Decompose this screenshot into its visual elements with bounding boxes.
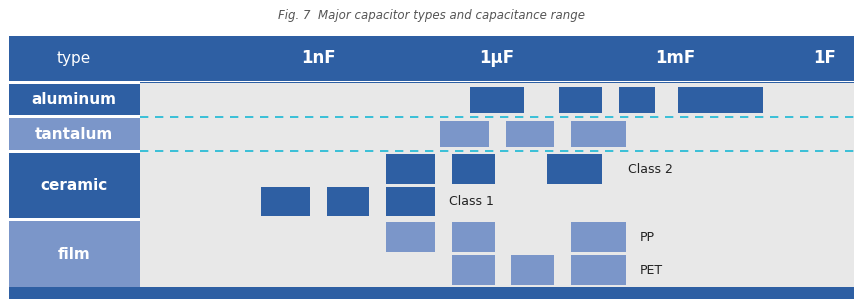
Bar [9,36,854,81]
Bar [9,150,140,153]
Text: PP: PP [640,231,655,244]
Text: tantalum: tantalum [35,126,113,142]
Bar [619,87,655,113]
Text: Class 1: Class 1 [450,196,494,208]
Bar [9,115,140,118]
Bar [547,154,602,184]
Bar [9,81,140,84]
Bar [678,87,763,113]
Text: film: film [58,247,91,262]
Text: type: type [57,51,91,66]
Text: 1mF: 1mF [656,49,696,68]
Bar [140,81,854,287]
Bar [9,153,140,218]
Bar [387,222,435,252]
Bar [387,187,435,216]
Bar [559,87,602,113]
Text: Class 2: Class 2 [628,163,673,176]
Text: Fig. 7  Major capacitor types and capacitance range: Fig. 7 Major capacitor types and capacit… [278,9,585,22]
Bar [571,222,626,252]
Bar [9,81,854,82]
Text: 1μF: 1μF [480,49,514,68]
Bar [327,187,369,216]
Text: ceramic: ceramic [41,178,108,193]
Bar [9,84,140,115]
Bar [452,222,494,252]
Bar [506,121,554,147]
Text: 1nF: 1nF [301,49,336,68]
Bar [9,287,854,299]
Text: 1F: 1F [813,49,836,68]
Bar [261,187,310,216]
Text: aluminum: aluminum [32,92,117,107]
Bar [452,255,494,285]
Bar [327,154,369,184]
Bar [440,121,488,147]
Text: PET: PET [640,264,663,277]
Bar [512,255,554,285]
Bar [452,154,494,184]
Bar [261,154,310,184]
Bar [9,118,140,150]
Bar [387,154,435,184]
Bar [571,121,626,147]
Bar [9,221,140,287]
Bar [9,81,854,83]
Bar [469,87,525,113]
Bar [571,255,626,285]
